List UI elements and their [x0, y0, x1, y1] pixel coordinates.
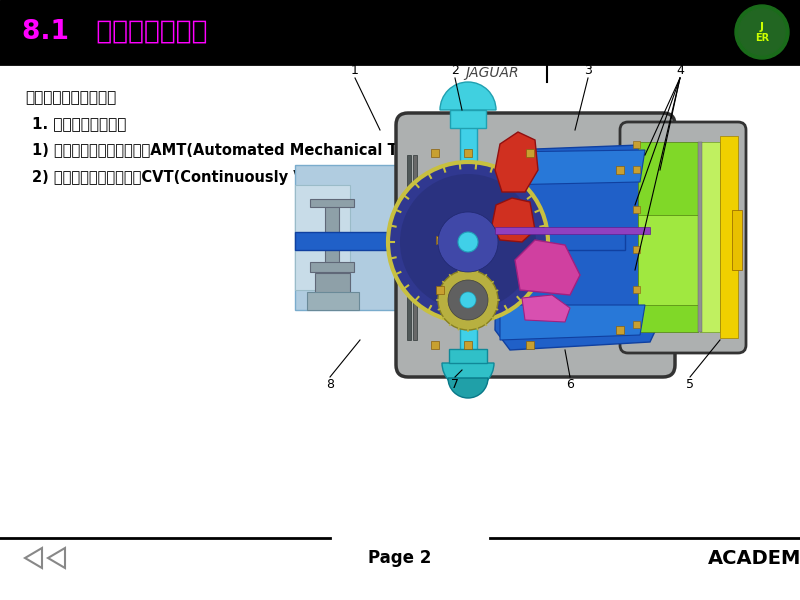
Bar	[431, 149, 439, 157]
Text: ER: ER	[755, 33, 769, 43]
Wedge shape	[442, 363, 494, 389]
Bar	[315, 273, 350, 295]
Bar	[638, 215, 698, 305]
Bar	[732, 210, 742, 270]
Text: 二、自动变速器的分类: 二、自动变速器的分类	[25, 90, 116, 105]
Circle shape	[448, 280, 488, 320]
Bar	[633, 286, 640, 293]
Polygon shape	[492, 198, 535, 242]
Text: 1: 1	[351, 64, 359, 76]
Bar	[616, 166, 624, 174]
Text: 7: 7	[451, 379, 459, 391]
Bar	[310, 199, 354, 207]
Bar	[295, 185, 350, 290]
Bar	[464, 149, 472, 157]
Bar	[633, 246, 640, 253]
Circle shape	[438, 212, 498, 272]
Bar	[0, 0, 800, 63]
Circle shape	[460, 292, 476, 308]
Bar	[436, 286, 444, 294]
Text: 2) 无级自动变速器，简秴CVT(Continuously Variable Transmission): 2) 无级自动变速器，简秴CVT(Continuously Variable T…	[32, 170, 482, 185]
Text: ACADEMY: ACADEMY	[708, 548, 800, 568]
Bar	[450, 110, 486, 128]
Bar	[633, 321, 640, 328]
Text: 5: 5	[686, 379, 694, 391]
Text: 8.1   自动变速器概述: 8.1 自动变速器概述	[22, 19, 207, 45]
Text: 2: 2	[451, 64, 459, 76]
Text: 1) 机械式自动变速器，简称AMT(Automated Mechanical Transmission): 1) 机械式自动变速器，简称AMT(Automated Mechanical T…	[32, 142, 502, 157]
Text: Page 2: Page 2	[368, 549, 432, 567]
Circle shape	[739, 9, 785, 55]
Circle shape	[388, 162, 548, 322]
Bar	[431, 341, 439, 349]
Bar	[526, 341, 534, 349]
Polygon shape	[522, 295, 570, 322]
FancyBboxPatch shape	[620, 122, 746, 353]
Text: 6: 6	[566, 379, 574, 391]
Bar	[464, 341, 472, 349]
Bar	[616, 326, 624, 334]
Bar	[460, 125, 477, 355]
Circle shape	[411, 265, 421, 275]
Circle shape	[438, 270, 498, 330]
Circle shape	[400, 174, 536, 310]
Polygon shape	[495, 145, 665, 350]
Circle shape	[411, 205, 421, 215]
Bar	[720, 136, 738, 338]
Circle shape	[458, 232, 478, 252]
Bar	[495, 227, 650, 234]
Text: 1. 按结构和控制方式: 1. 按结构和控制方式	[32, 116, 126, 131]
Text: J: J	[760, 22, 764, 32]
Bar	[436, 236, 444, 244]
Wedge shape	[440, 82, 496, 110]
Polygon shape	[495, 132, 538, 192]
Bar	[449, 349, 487, 363]
Bar	[307, 292, 359, 310]
Bar	[407, 155, 411, 340]
Text: 4: 4	[676, 64, 684, 76]
Bar	[310, 262, 354, 272]
Bar	[526, 149, 534, 157]
FancyBboxPatch shape	[396, 113, 675, 377]
Polygon shape	[420, 185, 502, 278]
Polygon shape	[515, 240, 580, 295]
Bar	[295, 232, 625, 250]
Circle shape	[735, 5, 789, 59]
Polygon shape	[500, 150, 645, 185]
Bar	[633, 206, 640, 213]
Text: JAGUAR: JAGUAR	[465, 66, 519, 80]
Bar	[700, 142, 720, 332]
Bar	[325, 205, 339, 270]
Bar	[413, 155, 417, 340]
Bar	[638, 142, 698, 332]
Text: 8: 8	[326, 379, 334, 391]
Bar	[295, 165, 415, 310]
Bar	[633, 166, 640, 173]
Wedge shape	[448, 378, 488, 398]
Bar	[698, 142, 702, 332]
Polygon shape	[500, 305, 645, 340]
Text: 3: 3	[584, 64, 592, 76]
Bar	[633, 141, 640, 148]
